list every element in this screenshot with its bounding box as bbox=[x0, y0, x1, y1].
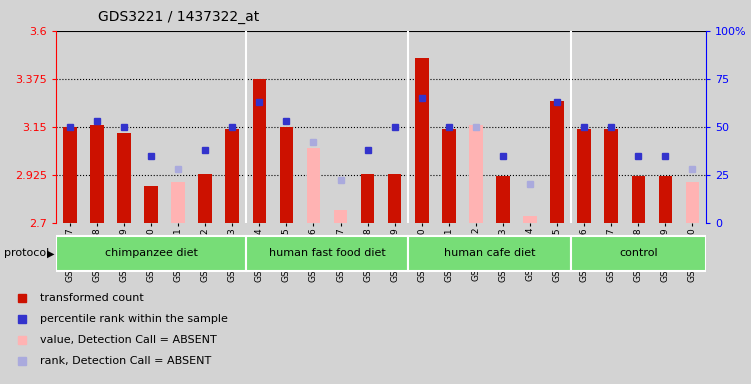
Bar bbox=[517, 31, 544, 223]
Bar bbox=[56, 31, 83, 223]
Bar bbox=[306, 148, 320, 223]
Bar bbox=[246, 236, 409, 271]
Bar bbox=[550, 101, 564, 223]
Bar bbox=[409, 236, 571, 271]
Bar bbox=[605, 129, 618, 223]
Bar bbox=[327, 31, 354, 223]
Bar bbox=[652, 31, 679, 223]
Bar bbox=[578, 129, 591, 223]
Bar bbox=[598, 31, 625, 223]
Bar bbox=[83, 31, 110, 223]
Bar bbox=[252, 79, 266, 223]
Text: chimpanzee diet: chimpanzee diet bbox=[104, 248, 198, 258]
Text: percentile rank within the sample: percentile rank within the sample bbox=[41, 314, 228, 324]
Bar bbox=[381, 31, 409, 223]
Bar bbox=[137, 31, 164, 223]
Bar bbox=[490, 31, 517, 223]
Bar bbox=[279, 127, 293, 223]
Bar bbox=[409, 31, 436, 223]
Bar bbox=[679, 31, 706, 223]
Bar bbox=[90, 124, 104, 223]
Text: protocol: protocol bbox=[4, 248, 49, 258]
Bar bbox=[442, 129, 456, 223]
Bar bbox=[164, 31, 192, 223]
Bar bbox=[219, 31, 246, 223]
Text: human fast food diet: human fast food diet bbox=[269, 248, 385, 258]
Bar bbox=[192, 31, 219, 223]
Text: ▶: ▶ bbox=[47, 248, 55, 258]
Bar bbox=[171, 182, 185, 223]
Bar bbox=[300, 31, 327, 223]
Text: rank, Detection Call = ABSENT: rank, Detection Call = ABSENT bbox=[41, 356, 212, 366]
Bar bbox=[469, 124, 483, 223]
Bar bbox=[659, 176, 672, 223]
Bar bbox=[56, 236, 246, 271]
Bar bbox=[110, 31, 137, 223]
Bar bbox=[333, 210, 347, 223]
Text: GDS3221 / 1437322_at: GDS3221 / 1437322_at bbox=[98, 10, 259, 23]
Bar bbox=[496, 176, 510, 223]
Bar bbox=[625, 31, 652, 223]
Bar bbox=[246, 31, 273, 223]
Text: value, Detection Call = ABSENT: value, Detection Call = ABSENT bbox=[41, 335, 217, 345]
Bar bbox=[632, 176, 645, 223]
Text: human cafe diet: human cafe diet bbox=[444, 248, 535, 258]
Bar bbox=[63, 127, 77, 223]
Bar bbox=[686, 182, 699, 223]
Bar bbox=[415, 58, 429, 223]
Bar bbox=[571, 236, 706, 271]
Bar bbox=[571, 31, 598, 223]
Bar bbox=[144, 187, 158, 223]
Bar bbox=[360, 174, 374, 223]
Bar bbox=[117, 133, 131, 223]
Bar bbox=[523, 216, 537, 223]
Text: transformed count: transformed count bbox=[41, 293, 144, 303]
Bar bbox=[273, 31, 300, 223]
Bar bbox=[436, 31, 463, 223]
Bar bbox=[225, 129, 239, 223]
Bar bbox=[544, 31, 571, 223]
Bar bbox=[354, 31, 381, 223]
Text: control: control bbox=[619, 248, 658, 258]
Bar bbox=[388, 174, 402, 223]
Bar bbox=[198, 174, 212, 223]
Bar bbox=[463, 31, 490, 223]
